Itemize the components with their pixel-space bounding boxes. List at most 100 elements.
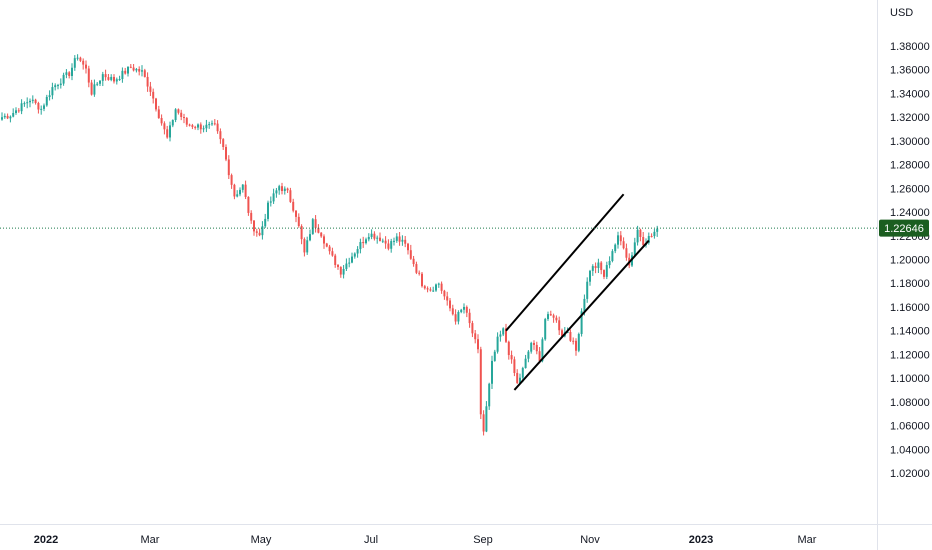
candle-body xyxy=(194,126,197,128)
time-label-jul: Jul xyxy=(364,534,378,546)
candle-body xyxy=(356,249,359,254)
candle-body xyxy=(267,202,269,219)
candle-body xyxy=(625,248,628,258)
candle-body xyxy=(275,190,278,194)
candle-body xyxy=(547,314,549,320)
candle-body xyxy=(309,234,311,241)
candle-body xyxy=(337,264,339,267)
candle-body xyxy=(306,240,309,253)
candle-body xyxy=(43,105,45,109)
candle-body xyxy=(398,236,401,242)
candle-body xyxy=(619,235,622,242)
candle-body xyxy=(572,340,575,342)
candle-body xyxy=(527,351,530,359)
candle-body xyxy=(188,124,191,126)
candle-body xyxy=(281,186,283,192)
candle-body xyxy=(59,83,62,86)
candle-body xyxy=(384,240,387,244)
candle-body xyxy=(328,246,331,252)
candle-body xyxy=(225,147,227,160)
candle-body xyxy=(118,79,121,81)
candle-body xyxy=(418,272,421,274)
candle-body xyxy=(157,109,160,119)
candle-body xyxy=(283,188,286,192)
candle-body xyxy=(286,188,289,191)
time-label-2023: 2023 xyxy=(689,534,713,546)
candle-body xyxy=(303,239,306,253)
current-price-value: 1.22646 xyxy=(884,223,924,235)
candle-body xyxy=(292,201,295,211)
candle-body xyxy=(348,262,351,264)
time-label-sep: Sep xyxy=(473,534,493,546)
candle-body xyxy=(202,128,205,130)
candle-body xyxy=(502,328,505,335)
candle-body xyxy=(174,109,177,120)
candle-body xyxy=(491,360,493,384)
candle-body xyxy=(650,236,653,238)
price-axis[interactable]: 1.38000 1.36000 1.34000 1.32000 1.30000 1.280… xyxy=(890,41,930,480)
channel-line[interactable] xyxy=(513,239,650,391)
candle-body xyxy=(76,57,79,59)
candle-body xyxy=(603,270,605,277)
price-tick-label: 1.28000 xyxy=(890,160,930,172)
candle-body xyxy=(401,239,404,242)
price-tick-label: 1.34000 xyxy=(890,88,930,100)
candle-body xyxy=(345,263,348,269)
channel-line[interactable] xyxy=(505,193,625,332)
candle-body xyxy=(197,124,199,128)
candle-body xyxy=(653,231,656,237)
candle-body xyxy=(535,344,538,352)
candle-body xyxy=(591,266,594,271)
candle-body xyxy=(253,220,255,232)
candle-body xyxy=(9,116,12,119)
price-tick-label: 1.32000 xyxy=(890,112,930,124)
candle-body xyxy=(40,108,43,110)
candle-body xyxy=(381,240,384,242)
candle-body xyxy=(373,233,376,239)
candle-body xyxy=(359,242,362,250)
candle-body xyxy=(376,237,379,239)
candle-body xyxy=(272,193,275,202)
candle-body xyxy=(468,312,471,324)
candle-body xyxy=(379,237,381,241)
candle-body xyxy=(127,66,129,74)
candle-body xyxy=(99,80,101,84)
channel-drawing[interactable] xyxy=(505,193,650,391)
price-tick-label: 1.12000 xyxy=(890,349,930,361)
candle-body xyxy=(446,296,449,301)
candle-body xyxy=(362,242,365,244)
candle-body xyxy=(160,118,163,124)
candle-body xyxy=(541,339,544,362)
candle-body xyxy=(48,95,51,97)
candle-body xyxy=(269,201,272,203)
candle-body xyxy=(54,85,57,88)
candle-body xyxy=(317,227,320,233)
candle-body xyxy=(143,70,146,77)
candle-body xyxy=(211,123,213,125)
candle-body xyxy=(311,219,314,235)
candle-body xyxy=(507,341,510,356)
candle-body xyxy=(395,236,398,241)
candle-body xyxy=(250,212,253,221)
candle-body xyxy=(110,76,113,80)
candle-body xyxy=(51,87,54,96)
candle-body xyxy=(549,314,552,316)
candle-body xyxy=(575,340,577,351)
candle-body xyxy=(31,99,34,101)
candle-body xyxy=(138,68,141,72)
candle-body xyxy=(353,253,356,257)
candle-body xyxy=(149,86,152,92)
candle-body xyxy=(96,83,99,85)
candle-body xyxy=(555,317,558,321)
candle-body xyxy=(1,117,3,120)
candle-body xyxy=(3,115,6,118)
candle-body xyxy=(87,68,90,83)
time-axis[interactable]: 2022 Mar May Jul Sep Nov 2023 Mar xyxy=(34,534,817,546)
candle-body xyxy=(17,110,20,112)
candle-body xyxy=(289,190,292,202)
candle-body xyxy=(20,103,23,112)
candle-body xyxy=(440,283,443,291)
candle-body xyxy=(146,76,149,87)
candle-body xyxy=(457,312,460,322)
